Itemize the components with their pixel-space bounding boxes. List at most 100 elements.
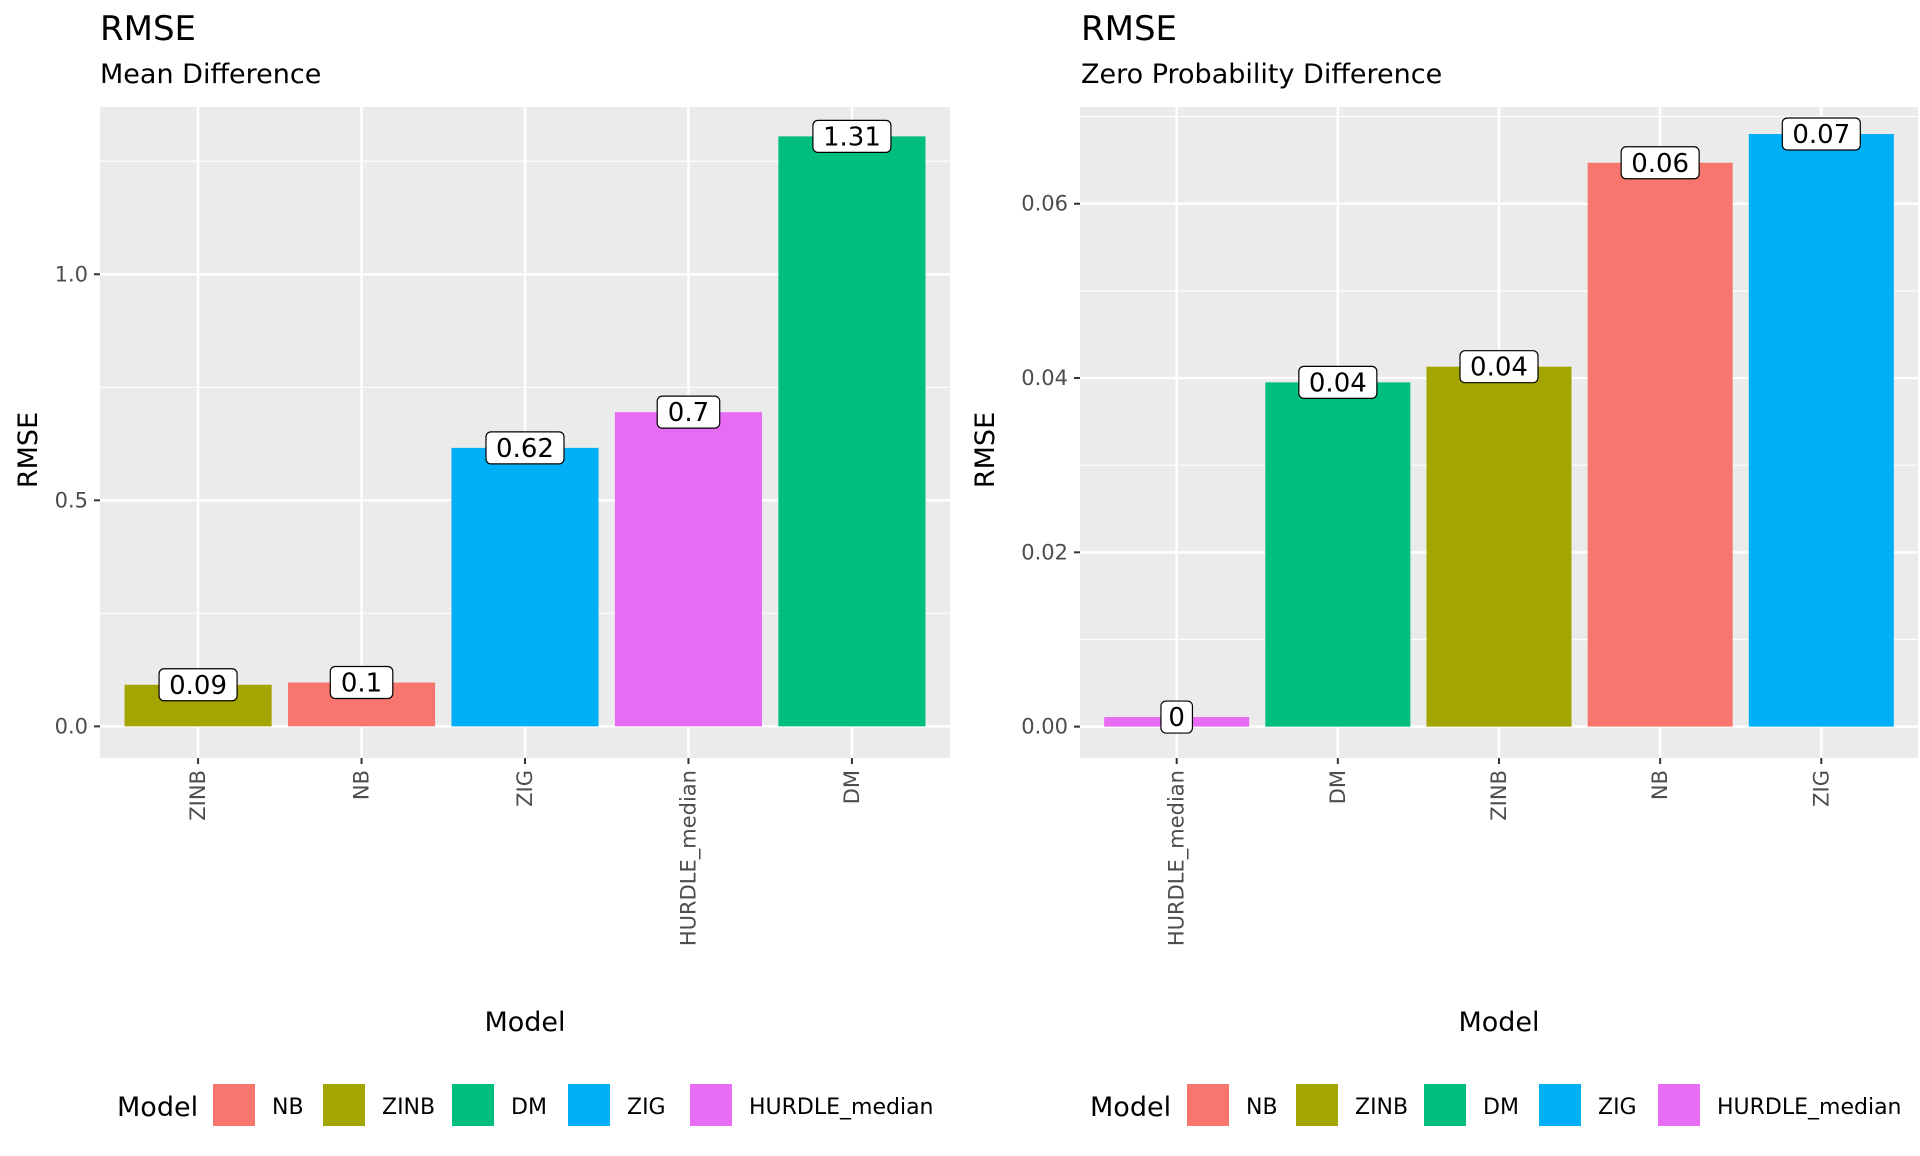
data-labels: 0 0.04 0.04 0.06 0.07 (1160, 117, 1861, 734)
data-label-text: 0.07 (1792, 120, 1850, 150)
chart-panel-zero-probability-difference: RMSE Zero Probability Difference 0 0.04 0.… (970, 0, 1920, 1152)
legend-swatch (323, 1084, 365, 1126)
legend-swatch (568, 1084, 610, 1126)
data-label-box (158, 668, 238, 702)
data-label-dm: 1.31 (812, 119, 892, 153)
data-label-text: 0.62 (496, 434, 554, 464)
legend: Model NB ZINB DM ZIG HURDLE_median (117, 1084, 934, 1126)
data-label-text: 0.04 (1470, 353, 1528, 383)
legend-item-dm: DM (452, 1084, 547, 1126)
data-label-box (1781, 117, 1861, 151)
legend-label: ZINB (1355, 1095, 1408, 1120)
data-label-text: 0 (1168, 703, 1185, 733)
y-axis-ticks: 0.00 0.02 0.04 0.06 (1021, 192, 1080, 739)
legend-item-zig: ZIG (568, 1084, 666, 1126)
data-label-zig: 0.07 (1781, 117, 1861, 151)
y-tick-label: 0.06 (1021, 192, 1068, 216)
chart-panel-mean-difference: RMSE Mean Difference 0.09 0.1 0.62 0.7 1.31 … (0, 0, 960, 1152)
x-axis-label: Model (1458, 1007, 1539, 1038)
chart-mean-difference: RMSE Mean Difference 0.09 0.10.620.71.31 … (13, 9, 950, 1126)
bar-nb (1587, 162, 1733, 727)
data-labels: 0.09 0.1 0.62 0.7 1.31 (158, 119, 892, 702)
bar-dm (778, 136, 926, 727)
x-axis-ticks: ZINB NB ZIG HURDLE_median DM (186, 758, 864, 946)
legend-item-nb: NB (1187, 1084, 1278, 1126)
data-label-text: 1.31 (823, 122, 881, 152)
legend-label: NB (272, 1095, 304, 1120)
legend-item-zinb: ZINB (1296, 1084, 1408, 1126)
legend-swatch (1424, 1084, 1466, 1126)
legend-swatch (1296, 1084, 1338, 1126)
data-label-box (812, 119, 892, 153)
legend-item-zinb: ZINB (323, 1084, 435, 1126)
bar-zig (1748, 134, 1894, 727)
y-tick-label: 0.0 (55, 714, 88, 738)
bar-zig (451, 447, 599, 727)
data-label-box (329, 665, 394, 700)
data-label-zig: 0.62 (485, 431, 565, 465)
bars (124, 136, 926, 727)
data-label-box (1160, 700, 1194, 734)
legend-swatch (213, 1084, 255, 1126)
data-label-text: 0.04 (1309, 368, 1367, 398)
data-label-hurdle-median: 0 (1160, 700, 1194, 734)
chart-subtitle: Mean Difference (100, 59, 321, 90)
data-label-nb: 0.06 (1620, 146, 1700, 180)
data-label-box (1620, 146, 1700, 180)
x-tick-label-dm: DM (1326, 770, 1350, 804)
chart-title: RMSE (1081, 9, 1177, 49)
data-label-text: 0.09 (169, 671, 227, 701)
y-axis-label: RMSE (13, 412, 44, 488)
legend-label: ZIG (1598, 1095, 1637, 1120)
bar-dm (1265, 382, 1411, 727)
legend-swatch (690, 1084, 732, 1126)
data-label-text: 0.7 (668, 398, 709, 428)
bars (1104, 134, 1894, 727)
x-tick-label-nb: NB (350, 770, 374, 800)
legend-title: Model (117, 1092, 198, 1123)
legend-label: DM (511, 1095, 547, 1120)
y-axis-label: RMSE (974, 412, 1001, 488)
legend-label: HURDLE_median (1717, 1095, 1902, 1120)
legend-item-dm: DM (1424, 1084, 1519, 1126)
x-tick-label-hurdle-median: HURDLE_median (676, 770, 701, 946)
legend-label: NB (1246, 1095, 1278, 1120)
legend-label: DM (1483, 1095, 1519, 1120)
data-label-box (1298, 365, 1378, 399)
data-label-hurdle-median: 0.7 (656, 395, 721, 429)
chart-zero-probability-difference: RMSE Zero Probability Difference 0 0.04 0.… (970, 9, 1918, 1126)
x-tick-label-dm: DM (840, 770, 864, 804)
x-tick-label-zig: ZIG (513, 770, 537, 807)
data-label-box (1459, 350, 1539, 384)
bar-hurdle-median (614, 412, 763, 727)
y-tick-label: 1.0 (55, 262, 88, 286)
legend-item-zig: ZIG (1539, 1084, 1637, 1126)
chart-title: RMSE (100, 9, 196, 49)
x-axis-label: Model (484, 1007, 565, 1038)
x-tick-label-hurdle-median: HURDLE_median (1165, 770, 1190, 946)
legend: Model NB ZINB DM ZIG HURDLE_median (1090, 1084, 1902, 1126)
chart-subtitle: Zero Probability Difference (1081, 59, 1442, 90)
legend-item-hurdle-median: HURDLE_median (1658, 1084, 1902, 1126)
x-tick-label-zinb: ZINB (186, 770, 210, 821)
legend-item-nb: NB (213, 1084, 304, 1126)
bar-zinb (1426, 366, 1572, 727)
data-label-text: 0.1 (341, 669, 382, 699)
data-label-dm: 0.04 (1298, 365, 1378, 399)
x-axis-ticks: HURDLE_median DM ZINB NB ZIG (1165, 758, 1833, 946)
legend-label: ZINB (382, 1095, 435, 1120)
y-tick-label: 0.5 (55, 488, 88, 512)
y-axis-ticks: 0.0 0.5 1.0 (55, 262, 100, 738)
legend-swatch (1539, 1084, 1581, 1126)
legend-item-hurdle-median: HURDLE_median (690, 1084, 934, 1126)
legend-swatch (452, 1084, 494, 1126)
data-label-box (485, 431, 565, 465)
legend-label: ZIG (627, 1095, 666, 1120)
data-label-box (656, 395, 721, 429)
x-tick-label-zinb: ZINB (1487, 770, 1511, 821)
legend-label: HURDLE_median (749, 1095, 934, 1120)
y-tick-label: 0.00 (1021, 715, 1068, 739)
legend-swatch (1658, 1084, 1700, 1126)
data-label-nb: 0.1 (329, 665, 394, 700)
data-label-zinb: 0.09 (158, 668, 238, 702)
